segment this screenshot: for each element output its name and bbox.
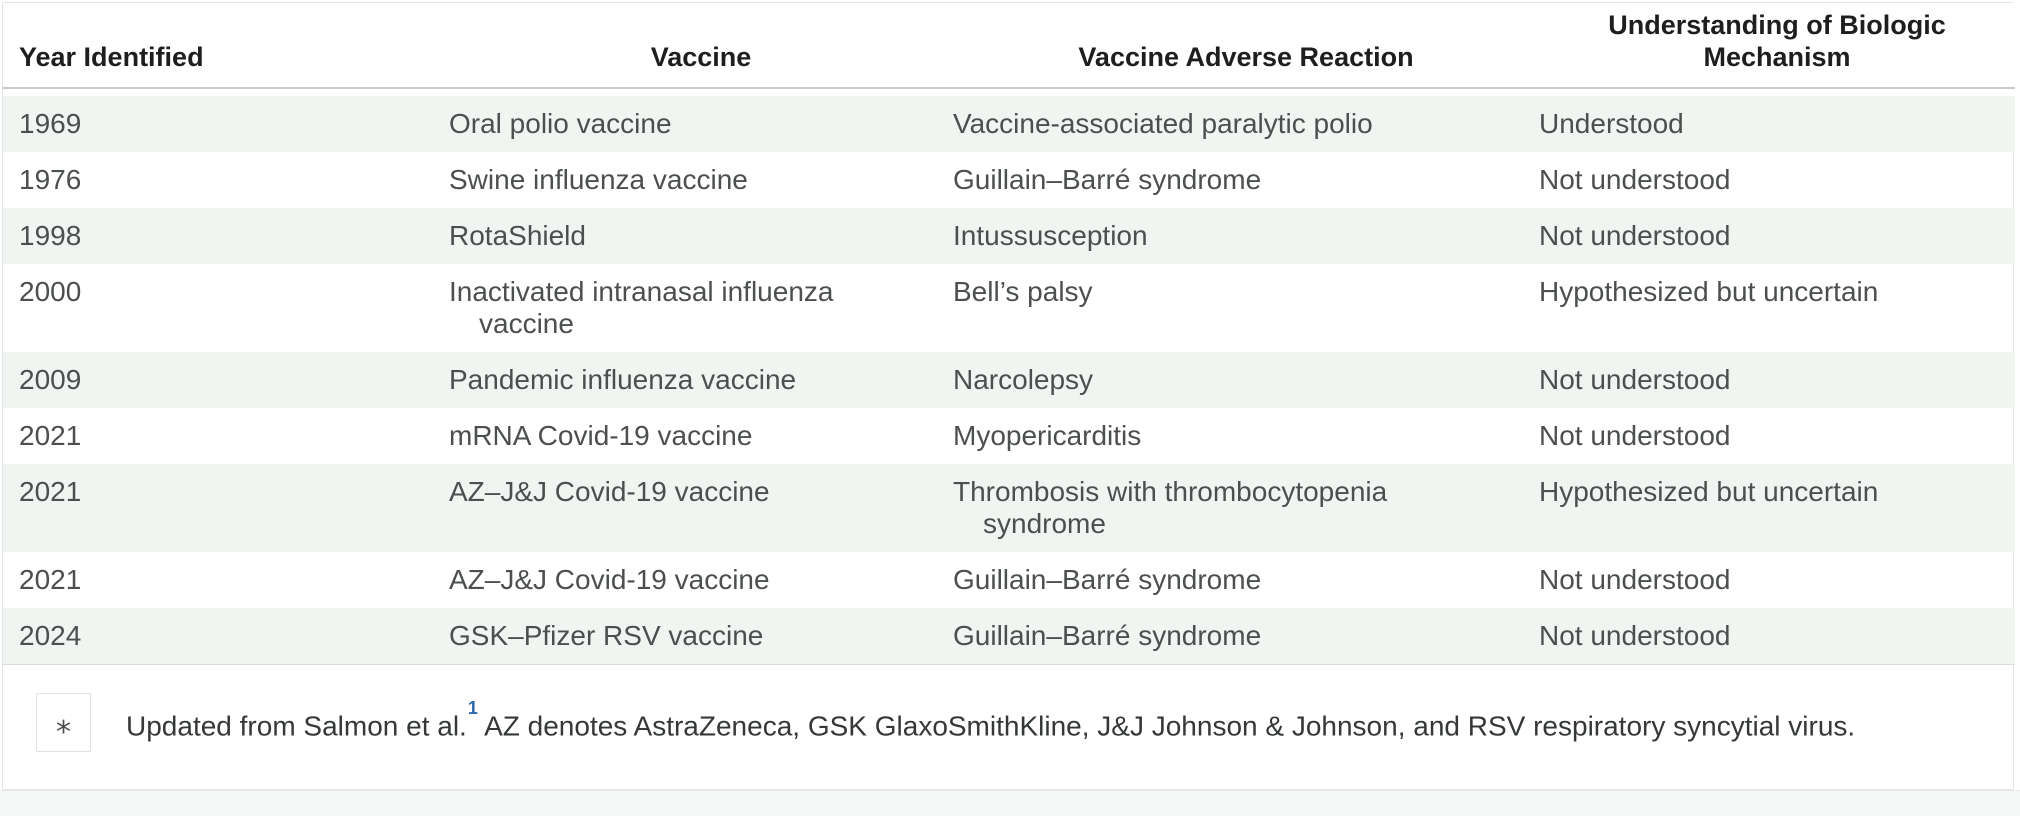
cell-vaccine: AZ–J&J Covid-19 vaccine — [449, 464, 953, 552]
cell-year: 2000 — [19, 276, 82, 307]
cell-reaction: Intussusception — [953, 208, 1539, 264]
row-spacer — [3, 88, 2015, 96]
table-row: 1998 RotaShield Intussusception Not unde… — [3, 208, 2015, 264]
cell-vaccine: Inactivated intranasal influenza vaccine — [449, 276, 834, 339]
cell-year: 1976 — [19, 164, 82, 195]
column-header-vaccine: Vaccine — [449, 3, 953, 89]
cell-reaction: Narcolepsy — [953, 352, 1539, 408]
footnote-text: Updated from Salmon et al.1 AZ denotes A… — [126, 698, 1856, 743]
cell-vaccine: Swine influenza vaccine — [449, 164, 748, 195]
cell-reaction: Guillain–Barré syndrome — [953, 564, 1262, 595]
footnote-text-part1: Updated from Salmon et al. — [126, 710, 467, 742]
table-row: 1976 Swine influenza vaccine Guillain–Ba… — [3, 152, 2015, 208]
footnote-marker-box: * — [36, 693, 91, 752]
cell-reaction: Guillain–Barré syndrome — [953, 608, 1539, 665]
table-footnote: * Updated from Salmon et al.1 AZ denotes… — [3, 665, 2013, 752]
cell-reaction: Myopericarditis — [953, 420, 1142, 451]
cell-vaccine: Pandemic influenza vaccine — [449, 352, 953, 408]
table-row: 2021 AZ–J&J Covid-19 vaccine Guillain–Ba… — [3, 552, 2015, 608]
cell-reaction: Vaccine-associated paralytic polio — [953, 96, 1539, 152]
cell-year: 2021 — [19, 420, 82, 451]
cell-year: 2024 — [3, 608, 449, 665]
cell-year: 1969 — [3, 96, 449, 152]
cell-year: 2009 — [3, 352, 449, 408]
column-header-year-identified: Year Identified — [3, 3, 449, 89]
cell-mechanism: Not understood — [1539, 208, 2015, 264]
table-row: 2024 GSK–Pfizer RSV vaccine Guillain–Bar… — [3, 608, 2015, 665]
cell-mechanism: Hypothesized but uncertain — [1539, 276, 1879, 307]
table-row: 2009 Pandemic influenza vaccine Narcolep… — [3, 352, 2015, 408]
cell-mechanism: Not understood — [1539, 608, 2015, 665]
cell-mechanism: Not understood — [1539, 352, 2015, 408]
vaccine-adverse-events-table: Year Identified Vaccine Vaccine Adverse … — [3, 3, 2015, 665]
table-row: 2021 AZ–J&J Covid-19 vaccine Thrombosis … — [3, 464, 2015, 552]
cell-year: 2021 — [3, 464, 449, 552]
cell-vaccine: AZ–J&J Covid-19 vaccine — [449, 564, 770, 595]
cell-mechanism: Not understood — [1539, 564, 1731, 595]
cell-vaccine: Oral polio vaccine — [449, 96, 953, 152]
footnote-reference-link[interactable]: 1 — [467, 697, 478, 718]
cell-mechanism: Not understood — [1539, 164, 1731, 195]
table-row: 1969 Oral polio vaccine Vaccine-associat… — [3, 96, 2015, 152]
footnote-text-part2: AZ denotes AstraZeneca, GSK GlaxoSmithKl… — [477, 710, 1856, 742]
cell-reaction: Guillain–Barré syndrome — [953, 164, 1262, 195]
column-header-vaccine-adverse-reaction: Vaccine Adverse Reaction — [953, 3, 1539, 89]
cell-vaccine: RotaShield — [449, 208, 953, 264]
page-background-strip — [0, 790, 2020, 816]
table-header-row: Year Identified Vaccine Vaccine Adverse … — [3, 3, 2015, 89]
cell-reaction: Thrombosis with thrombocytopenia syndrom… — [953, 464, 1539, 552]
cell-mechanism: Not understood — [1539, 420, 1731, 451]
vaccine-adverse-events-table-card: Year Identified Vaccine Vaccine Adverse … — [2, 2, 2015, 790]
table-row: 2021 mRNA Covid-19 vaccine Myopericardit… — [3, 408, 2015, 464]
cell-vaccine: mRNA Covid-19 vaccine — [449, 420, 753, 451]
table-row: 2000 Inactivated intranasal influenza va… — [3, 264, 2015, 352]
cell-year: 1998 — [3, 208, 449, 264]
column-header-understanding-of-biologic-mechanism: Understanding of Biologic Mechanism — [1539, 3, 2015, 89]
cell-reaction: Bell’s palsy — [953, 276, 1093, 307]
cell-mechanism: Understood — [1539, 96, 2015, 152]
cell-year: 2021 — [19, 564, 82, 595]
cell-vaccine: GSK–Pfizer RSV vaccine — [449, 608, 953, 665]
cell-mechanism: Hypothesized but uncertain — [1539, 464, 2015, 552]
